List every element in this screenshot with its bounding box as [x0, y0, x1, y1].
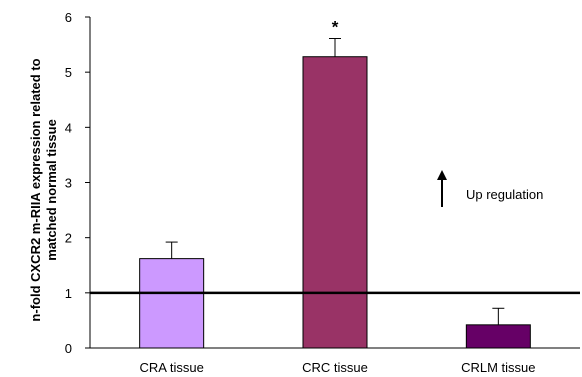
y-tick-label: 2 [65, 231, 72, 246]
y-tick-label: 0 [65, 341, 72, 356]
up-arrow-head-icon [437, 170, 447, 180]
y-axis-label-line-1: n-fold CXCR2 m-RIIA expression related t… [28, 58, 43, 321]
y-tick-label: 3 [65, 176, 72, 191]
x-tick-label-3: CRLM tissue [461, 360, 535, 375]
bar-3 [465, 324, 531, 349]
y-axis-label: n-fold CXCR2 m-RIIA expression related t… [28, 58, 59, 321]
annotation: Up regulation [437, 170, 543, 207]
y-tick-label: 5 [65, 65, 72, 80]
bars: * [139, 18, 531, 349]
x-tick-label-1: CRA tissue [140, 360, 204, 375]
y-tick-label: 6 [65, 10, 72, 25]
y-axis-label-line-2: matched normal tissue [44, 119, 59, 261]
y-tick-label: 4 [65, 120, 72, 135]
annotation-text: Up regulation [466, 187, 543, 202]
y-tick-label: 1 [65, 286, 72, 301]
significance-marker: * [332, 18, 339, 37]
bar-2 [302, 56, 368, 349]
bar-1 [139, 258, 205, 349]
x-tick-label-2: CRC tissue [302, 360, 368, 375]
x-axis-labels: CRA tissue CRC tissue CRLM tissue [140, 360, 536, 375]
